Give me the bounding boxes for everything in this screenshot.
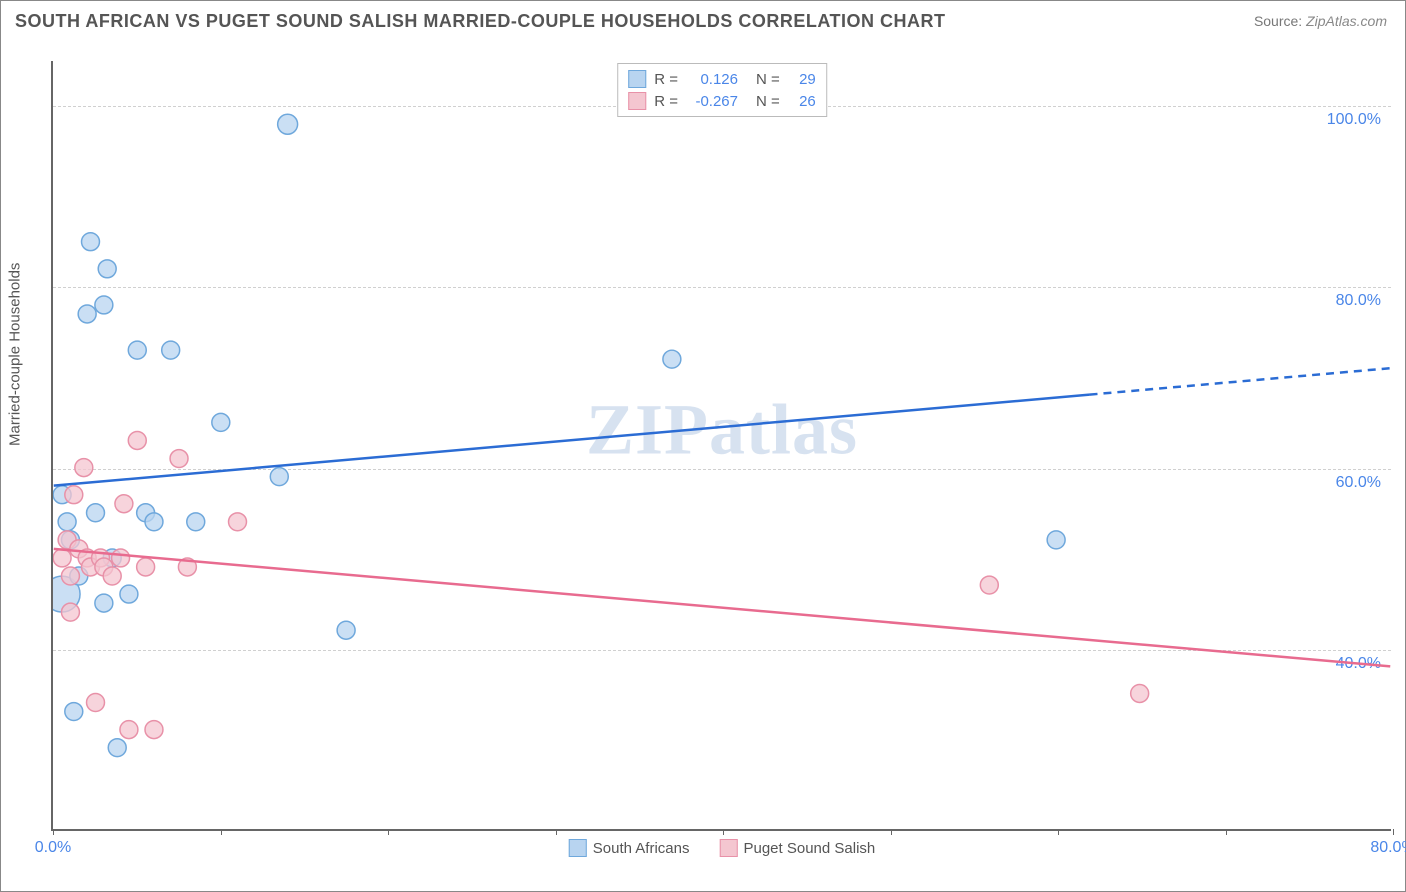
data-point [61,603,79,621]
x-tick-label: 80.0% [1370,839,1406,857]
data-point [278,114,298,134]
legend-row-series-1: R = -0.267 N = 26 [628,90,816,112]
r-label-1: R = [654,93,678,110]
data-point [128,432,146,450]
trend-line-dashed [1090,368,1391,394]
source-label: Source: [1254,13,1302,29]
data-point [162,341,180,359]
x-tick-mark [1226,829,1227,835]
data-point [87,694,105,712]
chart-container: SOUTH AFRICAN VS PUGET SOUND SALISH MARR… [0,0,1406,892]
legend-item-1: Puget Sound Salish [719,839,875,857]
r-label-0: R = [654,71,678,88]
data-point [87,504,105,522]
chart-svg [53,61,1391,829]
data-point [980,576,998,594]
x-tick-mark [891,829,892,835]
data-point [1047,531,1065,549]
data-point [187,513,205,531]
trend-line [54,549,1391,666]
correlation-legend: R = 0.126 N = 29 R = -0.267 N = 26 [617,63,827,117]
series-name-1: Puget Sound Salish [743,840,875,857]
data-point [65,486,83,504]
data-point [337,621,355,639]
x-tick-mark [221,829,222,835]
data-point [270,468,288,486]
data-point [137,558,155,576]
chart-title: SOUTH AFRICAN VS PUGET SOUND SALISH MARR… [15,11,946,32]
x-tick-mark [723,829,724,835]
data-point [98,260,116,278]
source-attribution: Source: ZipAtlas.com [1254,13,1387,29]
n-value-1: 26 [788,93,816,110]
data-point [128,341,146,359]
data-point [145,721,163,739]
data-point [53,549,71,567]
data-point [65,703,83,721]
n-value-0: 29 [788,71,816,88]
x-tick-mark [53,829,54,835]
data-point [120,585,138,603]
legend-bottom-swatch-1 [719,839,737,857]
data-point [229,513,247,531]
data-point [58,513,76,531]
data-point [115,495,133,513]
x-tick-mark [556,829,557,835]
x-tick-mark [388,829,389,835]
data-point [75,459,93,477]
r-value-0: 0.126 [686,71,738,88]
n-label-0: N = [756,71,780,88]
series-legend: South Africans Puget Sound Salish [569,839,876,857]
plot-area: ZIPatlas R = 0.126 N = 29 R = -0.267 N =… [51,61,1391,831]
legend-row-series-0: R = 0.126 N = 29 [628,68,816,90]
x-tick-label: 0.0% [35,839,71,857]
data-point [108,739,126,757]
x-tick-mark [1393,829,1394,835]
data-point [78,305,96,323]
series-name-0: South Africans [593,840,690,857]
data-point [120,721,138,739]
data-point [170,450,188,468]
y-axis-label: Married-couple Households [7,263,24,446]
data-point [112,549,130,567]
x-tick-mark [1058,829,1059,835]
data-point [95,296,113,314]
n-label-1: N = [756,93,780,110]
data-point [212,413,230,431]
data-point [95,594,113,612]
data-point [61,567,79,585]
data-point [103,567,121,585]
legend-bottom-swatch-0 [569,839,587,857]
data-point [82,233,100,251]
source-value: ZipAtlas.com [1306,13,1387,29]
data-point [663,350,681,368]
r-value-1: -0.267 [686,93,738,110]
legend-swatch-0 [628,70,646,88]
legend-swatch-1 [628,92,646,110]
data-point [1131,684,1149,702]
trend-line [54,395,1090,486]
data-point [145,513,163,531]
legend-item-0: South Africans [569,839,690,857]
